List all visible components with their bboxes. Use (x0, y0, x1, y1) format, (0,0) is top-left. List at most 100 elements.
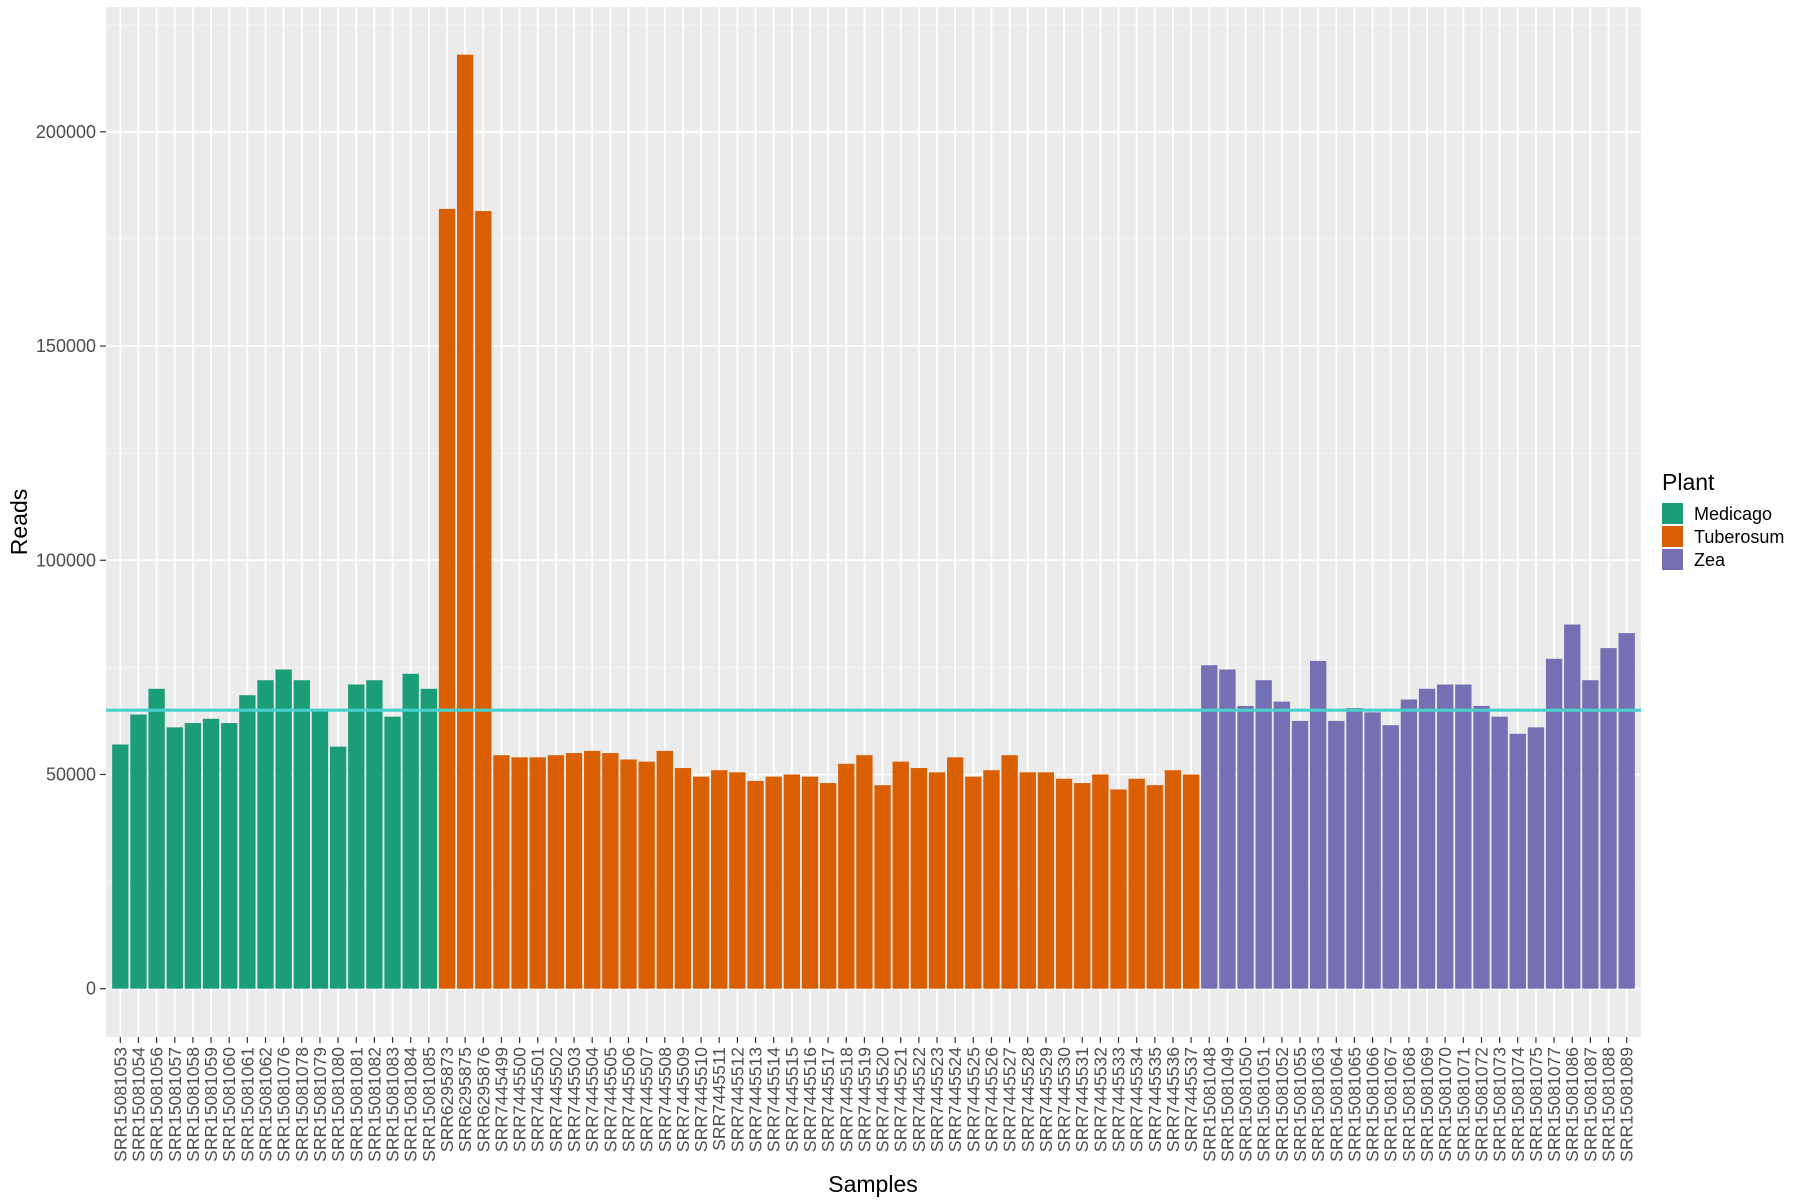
x-tick-label: SRR7445516 (800, 1047, 820, 1152)
bar-SRR15081055 (1291, 720, 1309, 989)
bar-SRR15081063 (1309, 660, 1327, 989)
bar-SRR7445515 (783, 774, 800, 989)
bar-SRR15081089 (1618, 633, 1635, 989)
x-tick-label: SRR7445509 (673, 1047, 693, 1152)
bar-SRR15081059 (202, 718, 220, 989)
x-tick-label: SRR15081069 (1417, 1047, 1437, 1162)
x-tick-label: SRR15081074 (1508, 1047, 1528, 1162)
x-tick-label: SRR15081049 (1217, 1047, 1237, 1162)
legend-label-zea: Zea (1694, 550, 1726, 570)
x-tick-label: SRR15081063 (1308, 1047, 1328, 1162)
bar-SRR7445520 (874, 785, 891, 989)
x-tick-label: SRR15081062 (256, 1047, 276, 1162)
bar-SRR7445518 (838, 763, 855, 989)
x-tick-label: SRR7445505 (600, 1047, 620, 1152)
bar-SRR15081068 (1400, 699, 1418, 989)
bar-SRR15081070 (1437, 684, 1454, 989)
x-tick-label: SRR15081065 (1344, 1047, 1364, 1162)
bar-SRR7445502 (547, 755, 565, 989)
bar-SRR7445527 (1001, 755, 1018, 989)
legend-key-zea (1662, 549, 1683, 570)
x-tick-label: SRR15081076 (274, 1047, 294, 1162)
x-tick-label: SRR7445518 (836, 1047, 856, 1152)
bar-SRR15081075 (1527, 727, 1545, 989)
x-tick-label: SRR15081060 (219, 1047, 239, 1162)
bar-SRR15081080 (329, 746, 347, 989)
x-tick-label: SRR7445525 (963, 1047, 983, 1152)
legend-key-medicago (1662, 503, 1683, 524)
bar-SRR15081084 (402, 673, 419, 989)
x-tick-label: SRR6295875 (455, 1047, 475, 1152)
x-tick-label: SRR7445528 (1018, 1047, 1038, 1152)
bar-SRR6295876 (475, 211, 492, 989)
x-tick-label: SRR7445535 (1145, 1047, 1165, 1152)
bar-SRR15081048 (1201, 665, 1218, 989)
x-tick-label: SRR15081075 (1526, 1047, 1546, 1162)
x-tick-label: SRR15081080 (328, 1047, 348, 1162)
x-tick-label: SRR7445522 (909, 1047, 929, 1152)
bar-SRR7445500 (511, 757, 528, 989)
x-tick-label: SRR15081081 (346, 1047, 366, 1162)
bar-SRR7445532 (1092, 774, 1109, 989)
x-tick-label: SRR15081084 (401, 1047, 421, 1162)
bar-SRR6295875 (456, 54, 474, 989)
bar-SRR7445514 (765, 776, 782, 989)
x-tick-label: SRR7445526 (981, 1047, 1001, 1152)
x-tick-label: SRR7445517 (818, 1047, 838, 1152)
bar-SRR15081087 (1582, 680, 1599, 989)
bar-SRR7445536 (1164, 770, 1182, 989)
x-tick-label: SRR15081079 (310, 1047, 330, 1162)
x-tick-label: SRR7445527 (1000, 1047, 1020, 1152)
x-tick-label: SRR7445510 (691, 1047, 711, 1152)
x-tick-label: SRR15081089 (1617, 1047, 1637, 1162)
x-tick-label: SRR15081058 (183, 1047, 203, 1162)
x-tick-label: SRR7445537 (1181, 1047, 1201, 1152)
x-tick-label: SRR7445506 (618, 1047, 638, 1152)
y-tick-label: 0 (86, 979, 96, 999)
bar-SRR7445510 (692, 776, 710, 989)
bar-SRR7445509 (674, 768, 692, 989)
x-tick-label: SRR15081053 (110, 1047, 130, 1162)
x-tick-label: SRR15081088 (1599, 1047, 1619, 1162)
x-tick-label: SRR15081077 (1544, 1047, 1564, 1162)
x-tick-label: SRR7445523 (927, 1047, 947, 1152)
bar-SRR15081064 (1328, 720, 1345, 989)
bar-SRR7445525 (965, 776, 982, 989)
bar-SRR7445531 (1074, 783, 1091, 989)
bar-SRR7445503 (565, 753, 583, 989)
bar-SRR15081073 (1491, 716, 1508, 989)
bar-SRR7445499 (493, 755, 510, 989)
bar-SRR7445517 (819, 783, 837, 989)
bar-SRR7445522 (910, 768, 928, 989)
x-tick-label: SRR15081070 (1435, 1047, 1455, 1162)
x-tick-label: SRR15081083 (383, 1047, 403, 1162)
x-tick-label: SRR7445499 (491, 1047, 511, 1152)
bar-SRR15081074 (1509, 733, 1526, 989)
x-tick-label: SRR7445530 (1054, 1047, 1074, 1152)
y-axis-ticks: 0 50000 100000 150000 200000 (36, 122, 106, 999)
x-tick-label: SRR7445507 (637, 1047, 657, 1152)
bar-SRR7445513 (747, 780, 764, 989)
bar-SRR7445519 (856, 755, 873, 989)
x-tick-label: SRR15081073 (1490, 1047, 1510, 1162)
bar-SRR15081057 (166, 727, 183, 989)
x-tick-label: SRR7445511 (709, 1047, 729, 1151)
x-tick-label: SRR15081071 (1453, 1047, 1473, 1162)
bar-SRR7445501 (529, 757, 546, 989)
bar-SRR15081049 (1219, 669, 1236, 989)
bar-SRR7445534 (1128, 778, 1145, 989)
bar-SRR15081066 (1364, 712, 1381, 989)
y-tick-label: 100000 (36, 550, 96, 570)
bar-SRR15081054 (130, 714, 147, 989)
x-tick-label: SRR6295876 (473, 1047, 493, 1152)
bar-SRR15081086 (1564, 624, 1581, 989)
bar-SRR15081069 (1418, 688, 1436, 989)
bar-SRR15081081 (348, 684, 365, 989)
x-tick-label: SRR7445531 (1072, 1047, 1092, 1152)
x-tick-label: SRR15081055 (1290, 1047, 1310, 1162)
x-tick-label: SRR15081048 (1199, 1047, 1219, 1162)
bar-SRR7445529 (1037, 772, 1055, 989)
bar-SRR7445528 (1019, 772, 1036, 989)
x-tick-label: SRR7445520 (873, 1047, 893, 1152)
